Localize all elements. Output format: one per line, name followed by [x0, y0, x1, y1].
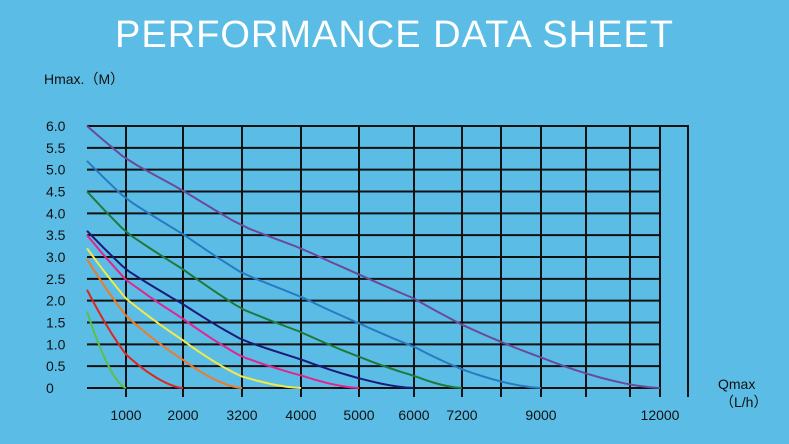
- y-tick-label: 2.5: [46, 271, 66, 287]
- y-tick-label: 6.0: [46, 118, 66, 134]
- grid-frame-outer: [660, 125, 689, 397]
- page-title: PERFORMANCE DATA SHEET: [115, 14, 674, 56]
- x-axis-label: Qmax: [718, 376, 755, 392]
- y-tick-label: 4.5: [46, 184, 66, 200]
- x-tick-label: 4000: [285, 407, 316, 423]
- chart-grid: [87, 125, 689, 397]
- y-tick-label: 1.5: [46, 315, 66, 331]
- x-tick-label: 12000: [641, 407, 680, 423]
- series-curve-9: [86, 125, 661, 389]
- x-tick-label: 3200: [226, 407, 257, 423]
- series-curve-1: [86, 311, 127, 389]
- x-tick-label: 7200: [446, 407, 477, 423]
- y-tick-label: 5.0: [46, 162, 66, 178]
- series-curve-8: [86, 160, 542, 389]
- series-curve-4: [86, 247, 302, 389]
- y-tick-label: 0: [46, 380, 54, 396]
- series-curve-3: [86, 258, 243, 389]
- chart-labels: 6.0 5.5 5.0 4.5 4.0 3.5 3.0 2.5 2.0 1.5 1.0 0.5 0 100…: [44, 71, 767, 423]
- y-tick-label: 3.0: [46, 249, 66, 265]
- y-tick-label: 1.0: [46, 336, 66, 352]
- x-tick-label: 6000: [398, 407, 429, 423]
- x-axis-unit-label: （L/h）: [720, 394, 767, 410]
- series-curve-7: [86, 190, 463, 389]
- y-tick-label: 3.5: [46, 227, 66, 243]
- x-tick-label: 5000: [343, 407, 374, 423]
- y-tick-label: 0.5: [46, 358, 66, 374]
- series-curve-5: [86, 234, 360, 389]
- series-curve-6: [86, 230, 415, 389]
- x-tick-label: 1000: [110, 407, 141, 423]
- y-tick-label: 4.0: [46, 205, 66, 221]
- x-tick-label: 9000: [525, 407, 556, 423]
- series-curve-2: [86, 289, 184, 389]
- chart-curves: [86, 125, 661, 389]
- y-tick-label: 5.5: [46, 140, 66, 156]
- y-tick-label: 2.0: [46, 293, 66, 309]
- y-axis-label: Hmax.（M）: [44, 71, 124, 87]
- x-tick-label: 2000: [167, 407, 198, 423]
